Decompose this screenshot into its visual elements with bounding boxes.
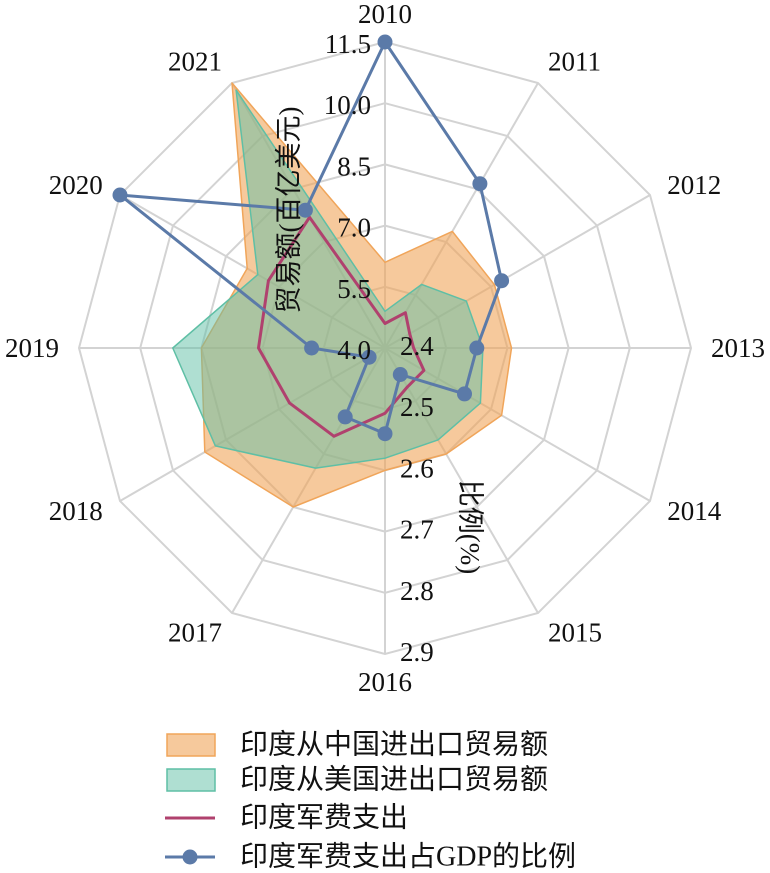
legend-marker-military-gdp-ratio [182,849,198,865]
legend-item-military-gdp-ratio: 印度军费支出占GDP的比例 [165,841,576,873]
military-gdp-ratio-point-2015 [392,367,408,382]
military-gdp-ratio-point-2014 [457,386,472,402]
category-labels: 2010 2011 2012 2013 2014 2015 2016 2017 2018 2019… [5,0,765,697]
military-gdp-ratio-point-2012 [494,273,510,289]
category-label-2014: 2014 [667,496,722,526]
category-label-2010: 2010 [358,0,412,29]
ratio-axis-tick-label: 2.7 [400,515,434,545]
military-gdp-ratio-point-2016 [377,426,393,442]
category-label-2019: 2019 [5,333,59,363]
legend-label-military-spending: 印度军费支出 [240,802,408,834]
military-gdp-ratio-point-2019 [304,340,320,356]
ratio-axis-tick-label: 2.8 [400,576,434,606]
legend-label-us-trade: 印度从美国进出口贸易额 [240,764,548,796]
category-label-2015: 2015 [548,617,602,647]
tick-labels: 4.0 5.5 7.0 8.5 10.0 11.5 2.4 2.5 2.6 2.7 2.8 2.9 [324,29,435,667]
legend-label-china-trade: 印度从中国进出口贸易额 [240,729,548,761]
legend-item-us-trade: 印度从美国进出口贸易额 [166,764,548,796]
category-label-2018: 2018 [49,496,103,526]
trade-axis-tick-label: 11.5 [325,29,371,59]
legend-swatch-us-trade [166,768,216,792]
trade-axis-tick-label: 8.5 [337,151,371,181]
legend-item-china-trade: 印度从中国进出口贸易额 [166,729,548,761]
trade-axis-title: 贸易额(百亿美元) [274,107,304,314]
category-label-2012: 2012 [667,170,721,200]
military-gdp-ratio-point-2021 [297,202,313,218]
trade-axis-tick-label: 4.0 [337,335,371,365]
legend: 印度从中国进出口贸易额 印度从美国进出口贸易额 印度军费支出 印度军费支出占GD… [165,729,576,873]
trade-axis-tick-label: 5.5 [337,274,371,304]
category-label-2017: 2017 [168,617,222,647]
military-gdp-ratio-point-2018 [361,349,377,365]
military-gdp-ratio-point-2010 [377,34,393,50]
legend-swatch-china-trade [166,733,216,757]
military-gdp-ratio-point-2020 [112,187,128,203]
category-label-2016: 2016 [358,667,412,697]
line-series-group [112,34,510,442]
trade-axis-tick-label: 10.0 [324,90,371,120]
ratio-axis-title: 比例(%) [455,480,485,574]
military-gdp-ratio-point-2017 [337,409,353,425]
military-gdp-ratio-point-2011 [472,176,488,192]
category-label-2011: 2011 [548,47,601,77]
ratio-axis-tick-label: 2.6 [400,453,434,483]
legend-item-military-spending: 印度军费支出 [165,802,408,834]
ratio-axis-tick-label: 2.9 [400,637,434,667]
category-label-2020: 2020 [49,170,103,200]
category-label-2021: 2021 [168,47,222,77]
trade-axis-tick-label: 7.0 [337,213,371,243]
military-spending-line [257,215,426,438]
category-label-2013: 2013 [711,333,765,363]
legend-label-military-gdp-ratio: 印度军费支出占GDP的比例 [240,841,576,873]
military-gdp-ratio-point-2013 [469,340,485,356]
ratio-axis-tick-label: 2.4 [400,331,434,361]
ratio-axis-tick-label: 2.5 [400,392,434,422]
